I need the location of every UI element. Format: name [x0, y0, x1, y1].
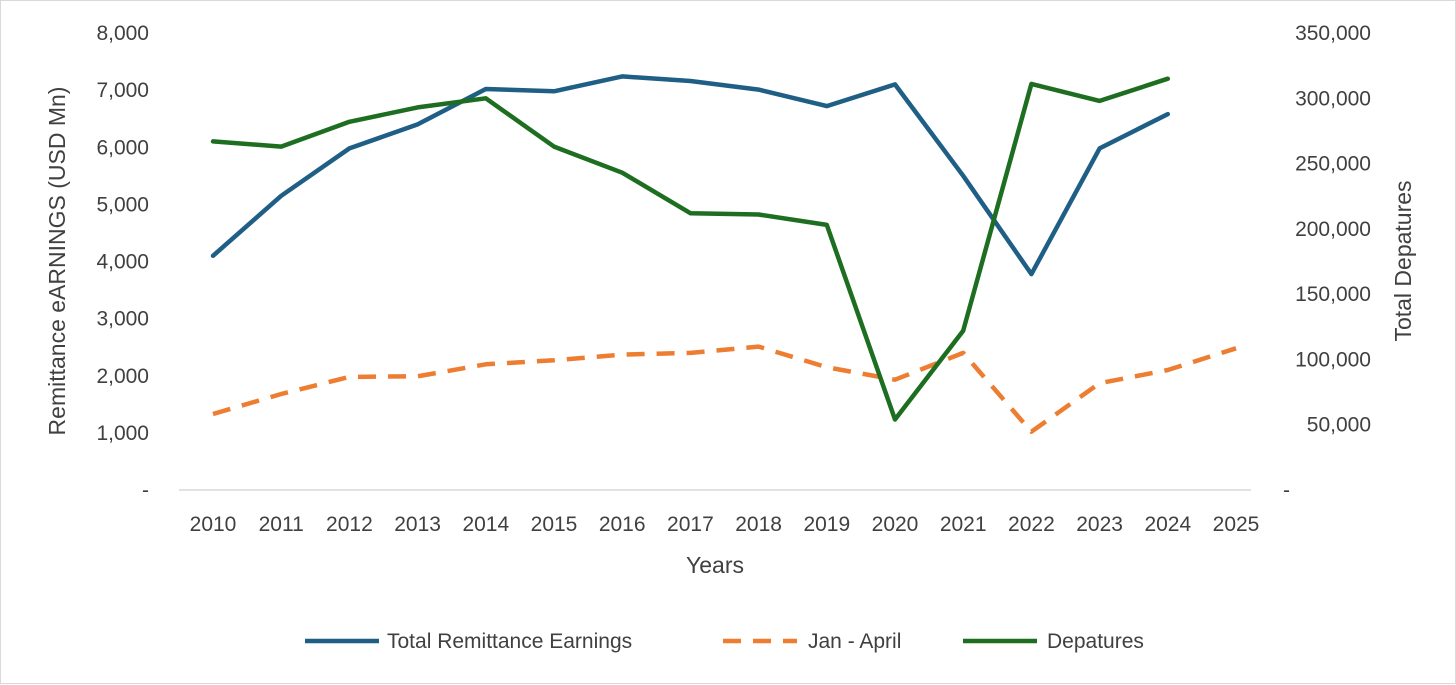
x-tick-label: 2017 [667, 513, 714, 536]
x-tick-label: 2016 [599, 513, 646, 536]
x-tick-label: 2024 [1144, 513, 1191, 536]
x-axis-title: Years [686, 552, 744, 578]
right-tick-label: 350,000 [1295, 22, 1371, 45]
left-axis-ticks: - 1,000 2,000 3,000 4,000 5,000 6,000 7,000 8,00… [96, 22, 149, 502]
left-axis-title: Remittance eARNINGS (USD Mn) [44, 87, 70, 436]
x-tick-label: 2021 [940, 513, 987, 536]
right-tick-label: - [1283, 479, 1290, 502]
x-tick-label: 2014 [462, 513, 509, 536]
left-tick-label: 6,000 [96, 136, 149, 159]
legend-label-total-remittance-earnings: Total Remittance Earnings [387, 630, 632, 653]
left-tick-label: - [142, 479, 149, 502]
x-tick-label: 2019 [803, 513, 850, 536]
legend: Total Remittance Earnings Jan - April Depa… [305, 630, 1144, 653]
x-tick-label: 2022 [1008, 513, 1055, 536]
x-tick-label: 2025 [1213, 513, 1260, 536]
x-tick-label: 2015 [531, 513, 578, 536]
legend-label-depatures: Depatures [1047, 630, 1144, 653]
legend-label-jan-april: Jan - April [808, 630, 901, 653]
x-tick-label: 2012 [326, 513, 373, 536]
right-tick-label: 50,000 [1307, 414, 1371, 437]
right-tick-label: 300,000 [1295, 87, 1371, 110]
series-line-total-remittance-earnings [210, 74, 1171, 277]
x-tick-label: 2011 [259, 513, 304, 536]
right-axis-ticks: - 50,000 100,000 150,000 200,000 250,000 300,0… [1283, 22, 1371, 502]
x-tick-label: 2020 [872, 513, 919, 536]
left-tick-label: 8,000 [96, 22, 149, 45]
series-line-depatures [210, 76, 1171, 422]
right-tick-label: 100,000 [1295, 348, 1371, 371]
left-tick-label: 4,000 [96, 251, 149, 274]
left-tick-label: 7,000 [96, 79, 149, 102]
x-tick-label: 2023 [1076, 513, 1123, 536]
right-tick-label: 200,000 [1295, 218, 1371, 241]
right-axis-title: Total Depatures [1390, 180, 1416, 341]
left-tick-label: 3,000 [96, 308, 149, 331]
x-tick-label: 2010 [190, 513, 237, 536]
right-tick-label: 250,000 [1295, 153, 1371, 176]
left-tick-label: 1,000 [96, 422, 149, 445]
left-tick-label: 5,000 [96, 193, 149, 216]
x-axis-ticks: 2010 2011 2012 2013 2014 2015 2016 2017 2018 2019… [190, 513, 1260, 536]
x-tick-label: 2018 [735, 513, 782, 536]
left-tick-label: 2,000 [96, 365, 149, 388]
x-tick-label: 2013 [394, 513, 441, 536]
right-tick-label: 150,000 [1295, 283, 1371, 306]
series-layer [210, 74, 1237, 434]
series-line-jan-april [212, 344, 1237, 434]
